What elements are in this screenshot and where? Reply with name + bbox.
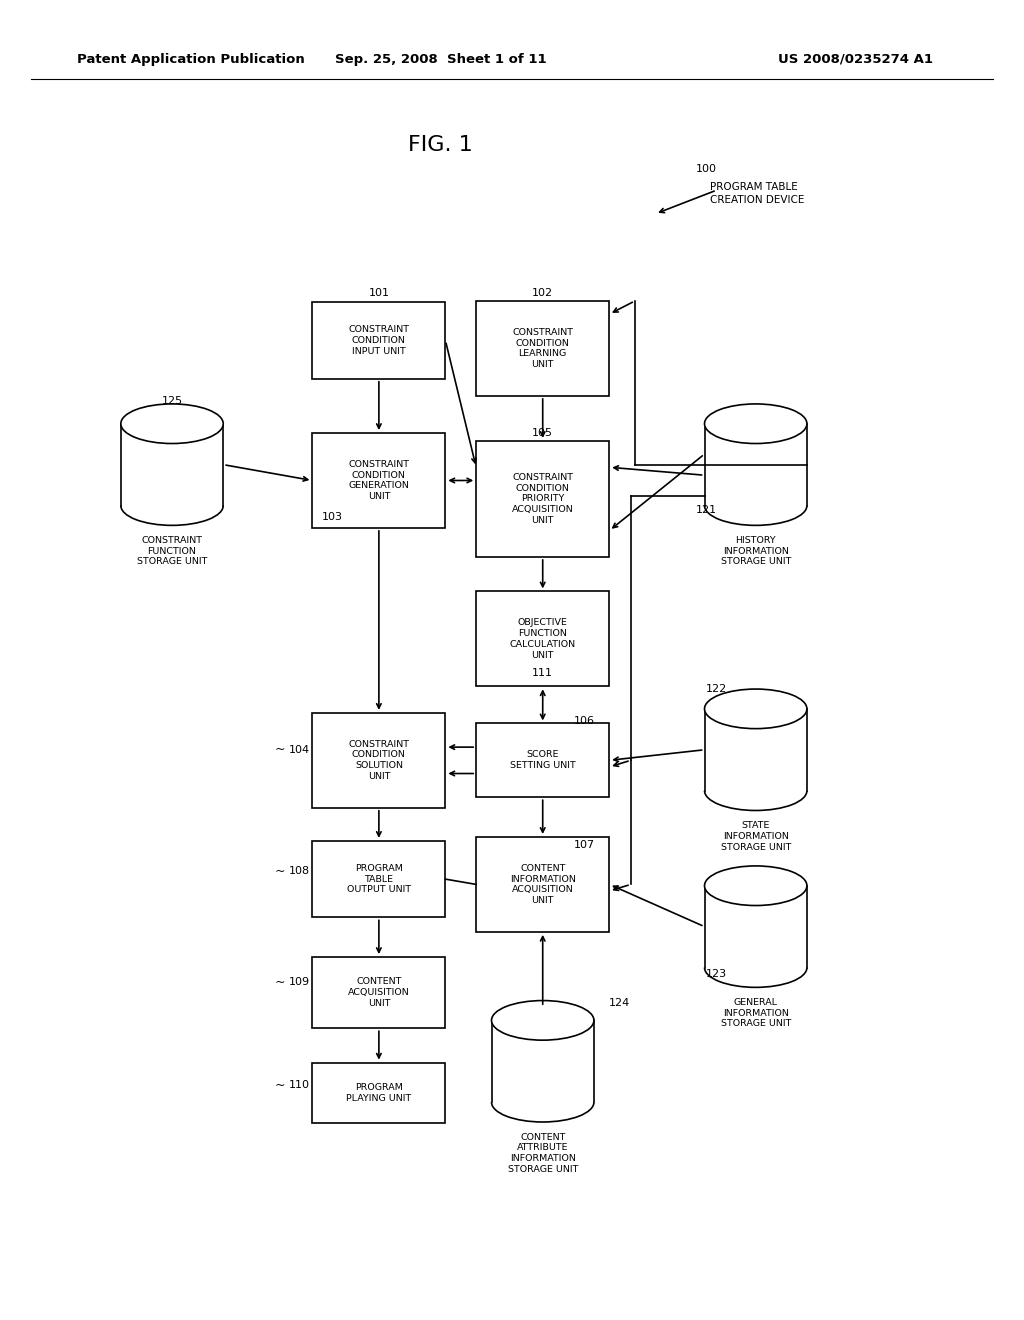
Bar xyxy=(476,301,609,396)
Text: 106: 106 xyxy=(573,715,595,726)
Bar xyxy=(476,441,609,557)
Text: CONTENT
ACQUISITION
UNIT: CONTENT ACQUISITION UNIT xyxy=(348,977,410,1008)
Text: Sep. 25, 2008  Sheet 1 of 11: Sep. 25, 2008 Sheet 1 of 11 xyxy=(335,53,546,66)
Text: 111: 111 xyxy=(532,668,553,678)
Text: CONSTRAINT
CONDITION
LEARNING
UNIT: CONSTRAINT CONDITION LEARNING UNIT xyxy=(512,327,573,370)
Text: FIG. 1: FIG. 1 xyxy=(408,135,473,156)
Bar xyxy=(476,591,609,686)
Text: 104: 104 xyxy=(289,744,310,755)
Bar xyxy=(476,837,609,932)
Text: CONSTRAINT
CONDITION
INPUT UNIT: CONSTRAINT CONDITION INPUT UNIT xyxy=(348,325,410,356)
Ellipse shape xyxy=(705,866,807,906)
Text: 122: 122 xyxy=(706,684,727,694)
Text: CONSTRAINT
FUNCTION
STORAGE UNIT: CONSTRAINT FUNCTION STORAGE UNIT xyxy=(137,536,207,566)
Text: Patent Application Publication: Patent Application Publication xyxy=(77,53,304,66)
Text: 109: 109 xyxy=(289,977,310,987)
Bar xyxy=(705,424,807,506)
Text: PROGRAM
TABLE
OUTPUT UNIT: PROGRAM TABLE OUTPUT UNIT xyxy=(347,863,411,895)
Text: 110: 110 xyxy=(289,1080,310,1090)
Text: US 2008/0235274 A1: US 2008/0235274 A1 xyxy=(778,53,933,66)
Bar xyxy=(312,302,445,379)
Ellipse shape xyxy=(705,404,807,444)
Text: 107: 107 xyxy=(573,840,595,850)
Text: CONTENT
ATTRIBUTE
INFORMATION
STORAGE UNIT: CONTENT ATTRIBUTE INFORMATION STORAGE UN… xyxy=(508,1133,578,1173)
Text: HISTORY
INFORMATION
STORAGE UNIT: HISTORY INFORMATION STORAGE UNIT xyxy=(721,536,791,566)
Text: STATE
INFORMATION
STORAGE UNIT: STATE INFORMATION STORAGE UNIT xyxy=(721,821,791,851)
Text: 103: 103 xyxy=(322,512,343,523)
Text: 123: 123 xyxy=(706,969,727,979)
Bar xyxy=(705,886,807,968)
Text: 108: 108 xyxy=(289,866,310,876)
Text: PROGRAM
PLAYING UNIT: PROGRAM PLAYING UNIT xyxy=(346,1084,412,1102)
Text: CONTENT
INFORMATION
ACQUISITION
UNIT: CONTENT INFORMATION ACQUISITION UNIT xyxy=(510,863,575,906)
Bar xyxy=(312,713,445,808)
Bar xyxy=(705,709,807,791)
Bar xyxy=(312,433,445,528)
Bar xyxy=(492,1020,594,1102)
Bar xyxy=(312,1063,445,1123)
Text: 105: 105 xyxy=(532,428,553,438)
Text: 124: 124 xyxy=(609,998,631,1008)
Text: SCORE
SETTING UNIT: SCORE SETTING UNIT xyxy=(510,751,575,770)
Bar xyxy=(312,841,445,917)
Text: GENERAL
INFORMATION
STORAGE UNIT: GENERAL INFORMATION STORAGE UNIT xyxy=(721,998,791,1028)
Ellipse shape xyxy=(121,404,223,444)
Text: 121: 121 xyxy=(695,504,717,515)
Text: PROGRAM TABLE
CREATION DEVICE: PROGRAM TABLE CREATION DEVICE xyxy=(710,182,804,205)
Text: 101: 101 xyxy=(369,288,389,298)
Text: 100: 100 xyxy=(696,164,718,174)
Bar xyxy=(476,723,609,797)
Text: ~: ~ xyxy=(274,1078,285,1092)
Text: CONSTRAINT
CONDITION
SOLUTION
UNIT: CONSTRAINT CONDITION SOLUTION UNIT xyxy=(348,739,410,781)
Ellipse shape xyxy=(705,689,807,729)
Bar xyxy=(121,424,223,506)
Text: CONSTRAINT
CONDITION
GENERATION
UNIT: CONSTRAINT CONDITION GENERATION UNIT xyxy=(348,459,410,502)
Text: 125: 125 xyxy=(162,396,182,407)
Text: ~: ~ xyxy=(274,743,285,756)
Bar xyxy=(312,957,445,1028)
Text: 102: 102 xyxy=(532,288,553,298)
Ellipse shape xyxy=(492,1001,594,1040)
Text: CONSTRAINT
CONDITION
PRIORITY
ACQUISITION
UNIT: CONSTRAINT CONDITION PRIORITY ACQUISITIO… xyxy=(512,473,573,525)
Text: OBJECTIVE
FUNCTION
CALCULATION
UNIT: OBJECTIVE FUNCTION CALCULATION UNIT xyxy=(510,618,575,660)
Text: ~: ~ xyxy=(274,865,285,878)
Text: ~: ~ xyxy=(274,975,285,989)
